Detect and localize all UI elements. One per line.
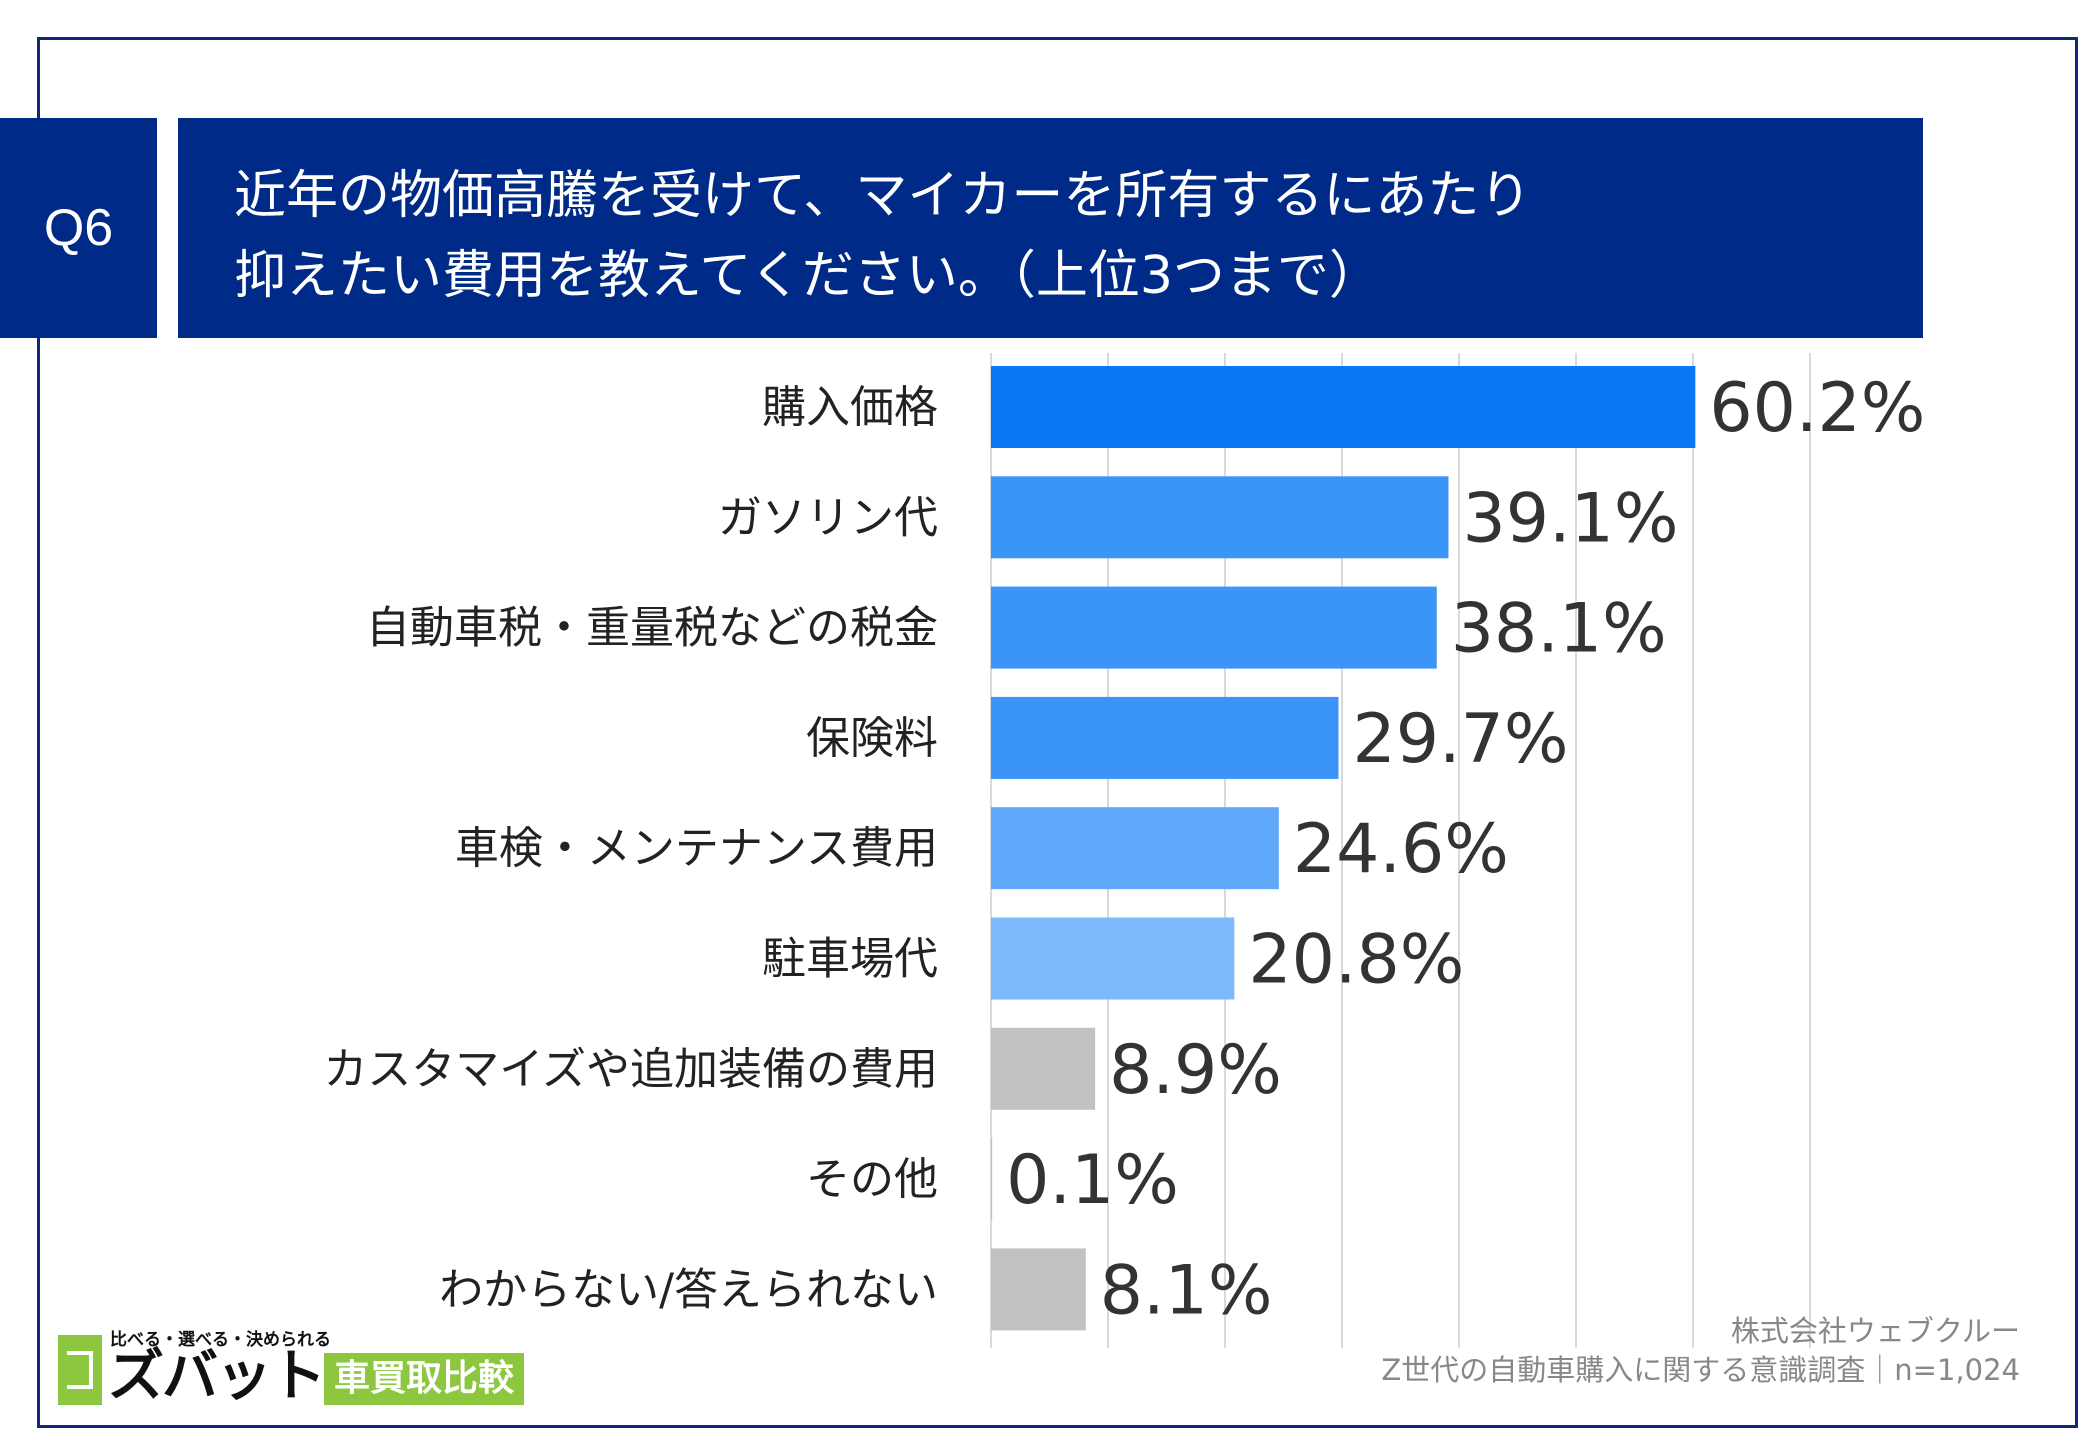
zubat-logo: 比べる・選べる・決められる ズバット 車買取比較 [58, 1325, 530, 1411]
category-label: カスタマイズや追加装備の費用 [323, 1044, 938, 1095]
logo-tagline: 比べる・選べる・決められる [110, 1330, 331, 1350]
value-label: 8.9% [1109, 1031, 1282, 1110]
logo-brand: ズバット [108, 1344, 326, 1409]
value-label: 0.1% [1006, 1141, 1179, 1220]
value-label: 29.7% [1352, 700, 1568, 779]
bar [991, 366, 1696, 448]
bar [991, 917, 1235, 1000]
bar [991, 476, 1449, 559]
value-label: 24.6% [1293, 810, 1509, 889]
logo-mark-icon [58, 1335, 102, 1405]
value-label: 8.1% [1100, 1251, 1273, 1330]
question-title-line-1: 近年の物価高騰を受けて、マイカーを所有するにあたり [234, 166, 1532, 226]
source-survey: Z世代の自動車購入に関する意識調査｜n=1,024 [1381, 1353, 2020, 1387]
bar [991, 696, 1339, 779]
category-label: 自動車税・重量税などの税金 [366, 603, 938, 654]
logo-sub: 車買取比較 [324, 1353, 525, 1405]
value-label: 39.1% [1462, 479, 1678, 558]
category-label: 車検・メンテナンス費用 [455, 823, 938, 874]
bar [991, 1138, 993, 1221]
question-title: 近年の物価高騰を受けて、マイカーを所有するにあたり 抑えたい費用を教えてください… [178, 118, 1923, 338]
category-label: その他 [806, 1154, 938, 1205]
category-label: ガソリン代 [718, 492, 938, 543]
category-label: 駐車場代 [762, 934, 938, 985]
category-label: 保険料 [806, 713, 938, 764]
question-number: Q6 [0, 118, 157, 338]
bar [991, 586, 1437, 669]
question-title-line-2: 抑えたい費用を教えてください。（上位3つまで） [234, 246, 1381, 306]
bar [991, 807, 1279, 890]
value-label: 20.8% [1248, 921, 1464, 1000]
category-label: 購入価格 [762, 382, 938, 433]
bar [991, 1027, 1096, 1110]
source-company: 株式会社ウェブクルー [1730, 1314, 2020, 1348]
category-label: わからない/答えられない [439, 1264, 938, 1315]
value-label: 38.1% [1451, 590, 1667, 669]
frame [37, 37, 2078, 1428]
bar [991, 1248, 1086, 1331]
value-label: 60.2% [1709, 369, 1925, 448]
